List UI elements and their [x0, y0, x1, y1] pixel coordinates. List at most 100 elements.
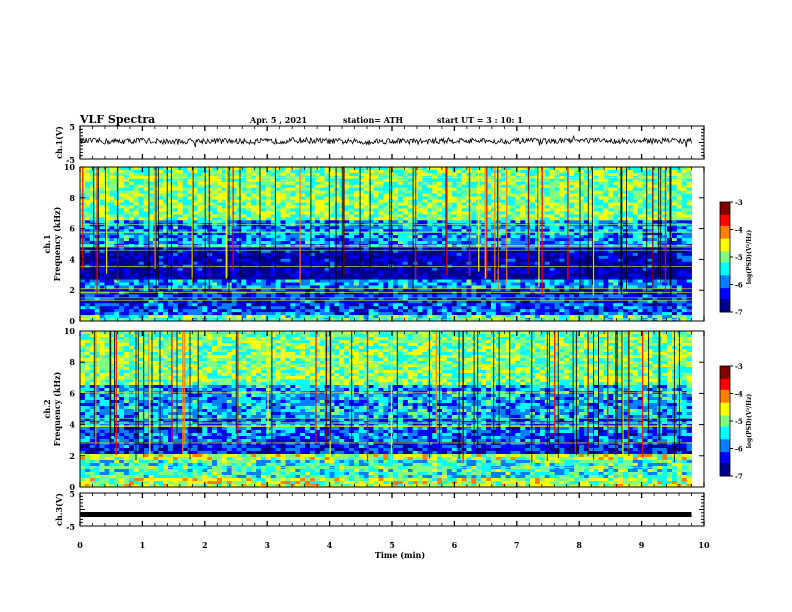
- spectrogram-cell: [583, 167, 590, 171]
- spectrogram-cell: [182, 270, 189, 275]
- spectrogram-cell: [544, 181, 551, 186]
- spectrogram-cell: [397, 202, 404, 206]
- spectrogram-cell: [177, 246, 184, 251]
- spectrogram-cell: [515, 276, 521, 280]
- spectrogram-cell: [236, 178, 242, 183]
- spectrogram-cell: [588, 258, 595, 263]
- spectrogram-cell: [554, 208, 560, 212]
- spectrogram-cell: [256, 208, 262, 212]
- spectrogram-cell: [481, 184, 487, 189]
- spectrogram-cell: [265, 167, 272, 171]
- spectrogram-cell: [358, 202, 365, 206]
- spectrogram-cell: [128, 199, 135, 203]
- spectrogram-cell: [686, 276, 692, 280]
- spectrogram-cell: [583, 261, 590, 266]
- spectrogram-cell: [124, 181, 130, 186]
- spectrogram-cell: [344, 208, 350, 212]
- spectrogram-cell: [657, 223, 663, 227]
- spectrogram-cell: [613, 196, 619, 200]
- spectrogram-cell: [309, 238, 316, 242]
- spectrogram-cell: [172, 255, 179, 260]
- spectrogram-cell: [676, 196, 683, 200]
- spectrogram-cell: [515, 211, 521, 215]
- spectrogram-cell: [334, 273, 340, 277]
- spectrogram-cell: [358, 249, 365, 254]
- spectrogram-cell: [221, 241, 228, 245]
- spectrogram-cell: [334, 196, 340, 200]
- spectrogram-cell: [314, 238, 321, 242]
- spectrogram-cell: [256, 226, 262, 230]
- spectrogram-cell: [613, 226, 619, 230]
- spectrogram-cell: [285, 214, 291, 218]
- spectrogram-cell: [393, 199, 399, 203]
- spectrogram-cell: [168, 217, 174, 221]
- spectrogram-cell: [256, 270, 262, 275]
- spectrogram-cell: [89, 178, 96, 183]
- spectrogram-cell: [84, 181, 91, 186]
- spectrogram-cell: [407, 252, 414, 257]
- spectrogram-cell: [353, 181, 360, 186]
- spectrogram-cell: [623, 178, 629, 183]
- spectrogram-cell: [407, 261, 414, 266]
- spectrogram-cell: [397, 249, 404, 254]
- spectrogram-cell: [515, 205, 521, 209]
- spectrogram-cell: [231, 167, 237, 171]
- spectrogram-cell: [598, 169, 604, 174]
- spectrogram-cell: [275, 249, 281, 254]
- spectrogram-cell: [642, 202, 648, 206]
- spectrogram-cell: [437, 184, 443, 189]
- spectrogram-cell: [265, 232, 272, 236]
- spectrogram-cell: [324, 235, 330, 239]
- spectrogram-cell: [544, 208, 551, 212]
- spectrogram-cell: [569, 187, 575, 192]
- spectrogram-cell: [119, 223, 125, 227]
- spectrogram-cell: [109, 261, 115, 266]
- spectrogram-cell: [172, 267, 179, 272]
- spectrogram-cell: [676, 214, 683, 218]
- spectrogram-cell: [84, 226, 91, 230]
- spectrogram-cell: [182, 184, 189, 189]
- spectrogram-cell: [177, 205, 184, 209]
- spectrogram-cell: [588, 169, 595, 174]
- spectrogram-cell: [373, 226, 379, 230]
- spectrogram-cell: [451, 223, 458, 227]
- spectrogram-cell: [559, 190, 565, 195]
- spectrogram-cell: [285, 184, 291, 189]
- spectrogram-cell: [280, 246, 286, 251]
- spectrogram-cell: [393, 187, 399, 192]
- spectrogram-cell: [603, 208, 609, 212]
- spectrogram-cell: [574, 167, 580, 171]
- spectrogram-cell: [324, 267, 330, 272]
- spectrogram-cell: [358, 181, 365, 186]
- spectrogram-cell: [349, 196, 355, 200]
- spectrogram-cell: [143, 226, 149, 230]
- spectrogram-cell: [236, 184, 242, 189]
- spectrogram-cell: [383, 184, 389, 189]
- spectrogram-cell: [383, 279, 389, 283]
- spectrogram-cell: [515, 223, 521, 227]
- spectrogram-cell: [275, 252, 281, 257]
- spectrogram-cell: [275, 267, 281, 272]
- spectrogram-cell: [652, 273, 658, 277]
- spectrogram-cell: [676, 229, 683, 233]
- spectrogram-cell: [579, 190, 585, 195]
- spectrogram-cell: [569, 211, 575, 215]
- spectrogram-cell: [554, 252, 560, 257]
- spectrogram-cell: [109, 276, 115, 280]
- spectrogram-cell: [554, 167, 560, 171]
- spectrogram-cell: [138, 178, 144, 183]
- spectrogram-cell: [197, 276, 203, 280]
- spectrogram-cell: [84, 202, 91, 206]
- spectrogram-cell: [221, 246, 228, 251]
- spectrogram-cell: [275, 172, 281, 177]
- spectrogram-cell: [119, 167, 125, 171]
- spectrogram-cell: [432, 246, 438, 251]
- spectrogram-cell: [500, 169, 507, 174]
- spectrogram-cell: [319, 255, 326, 260]
- spectrogram-cell: [124, 202, 130, 206]
- spectrogram-cell: [627, 232, 634, 236]
- spectrogram-cell: [569, 190, 575, 195]
- spectrogram-cell: [583, 202, 590, 206]
- spectrogram-cell: [349, 258, 355, 263]
- spectrogram-cell: [251, 232, 257, 236]
